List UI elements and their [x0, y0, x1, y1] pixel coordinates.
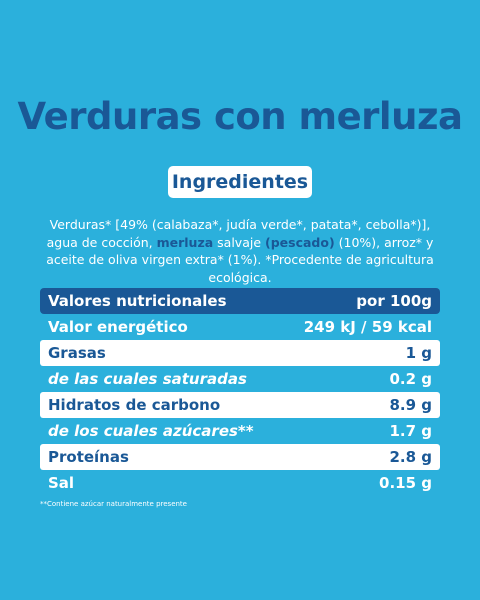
header-label: Valores nutricionales	[48, 292, 227, 310]
bold-text: (pescado)	[265, 234, 335, 250]
row-label: Valor energético	[48, 318, 188, 336]
nutrition-row: Sal 0.15 g	[40, 470, 440, 496]
row-value: 0.15 g	[379, 474, 432, 492]
nutrition-row: Grasas 1 g	[40, 340, 440, 366]
title: Verduras con merluza	[17, 95, 463, 138]
row-label: de las cuales saturadas	[48, 370, 247, 388]
ingredients-heading: Ingredientes	[168, 166, 312, 198]
row-value: 0.2 g	[389, 370, 432, 388]
nutrition-row: Proteínas 2.8 g	[40, 444, 440, 470]
row-value: 8.9 g	[389, 396, 432, 414]
row-value: 1.7 g	[389, 422, 432, 440]
ingredients-text: Verduras* [49% (calabaza*, judía verde*,…	[38, 216, 442, 286]
bold-text: merluza	[156, 234, 214, 250]
text: Verduras* [49% (calabaza*, judía verde*,…	[46, 217, 431, 250]
row-label: Grasas	[48, 344, 106, 362]
nutrition-row: de los cuales azúcares** 1.7 g	[40, 418, 440, 444]
row-value: 1 g	[405, 344, 432, 362]
text: (10%), arroz* y aceite de oliva virgen e…	[46, 234, 434, 285]
text: salvaje	[213, 234, 265, 250]
nutrition-table: Valores nutricionales por 100g Valor energ…	[40, 288, 440, 496]
nutrition-row: Hidratos de carbono 8.9 g	[40, 392, 440, 418]
row-label: Hidratos de carbono	[48, 396, 221, 414]
header-value: por 100g	[356, 292, 432, 310]
row-label: Sal	[48, 474, 75, 492]
footnote: **Contiene azúcar naturalmente presente	[40, 500, 187, 508]
header-row: Valores nutricionales por 100g	[40, 288, 440, 314]
row-value: 2.8 g	[389, 448, 432, 466]
nutrition-row: de las cuales saturadas 0.2 g	[40, 366, 440, 392]
row-value: 249 kJ / 59 kcal	[303, 318, 432, 336]
nutrition-row: Valor energético 249 kJ / 59 kcal	[40, 314, 440, 340]
row-label: Proteínas	[48, 448, 129, 466]
row-label: de los cuales azúcares**	[48, 422, 254, 440]
